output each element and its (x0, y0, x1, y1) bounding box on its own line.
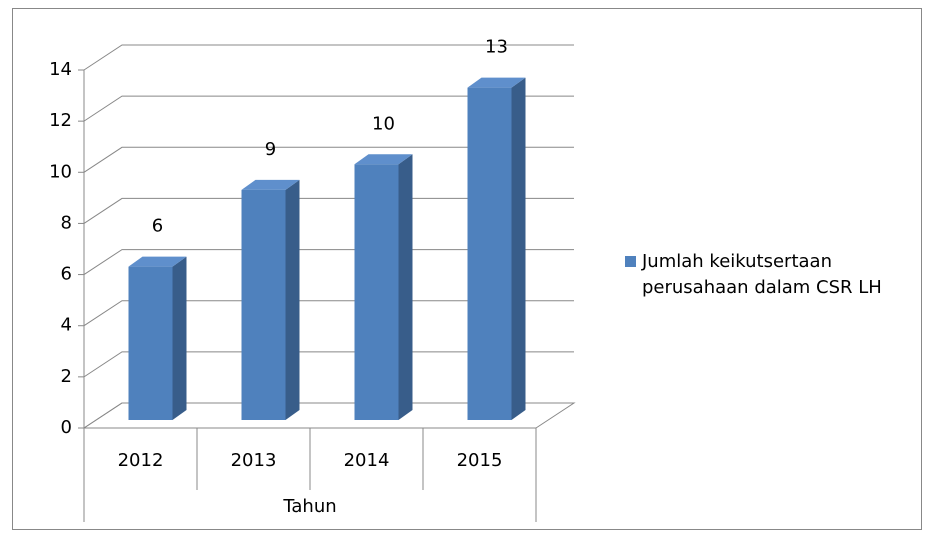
x-tick-label: 2013 (231, 450, 277, 471)
grid-line (83, 146, 574, 173)
x-tick-label: 2014 (344, 450, 390, 471)
bar-face (354, 154, 413, 165)
data-label: 6 (152, 216, 163, 237)
grid-line (83, 351, 574, 378)
bar-face (285, 179, 300, 420)
data-label: 9 (265, 139, 276, 160)
grid-line (83, 402, 574, 429)
y-tick-label: 4 (61, 315, 72, 336)
data-label: 10 (372, 113, 395, 134)
bar-face (354, 164, 399, 420)
bar (241, 179, 300, 420)
bar-face (128, 256, 187, 267)
grid-line (83, 44, 574, 71)
grid-line (83, 197, 574, 224)
bar (467, 77, 526, 421)
bar-face (467, 77, 526, 88)
y-tick-label: 14 (49, 59, 72, 80)
grid-line (83, 95, 574, 122)
bar (354, 154, 413, 421)
x-tick-label: 2015 (457, 450, 503, 471)
legend-label: Jumlah keikutsertaan perusahaan dalam CS… (642, 251, 882, 298)
y-tick-label: 12 (49, 110, 72, 131)
bar-face (172, 256, 187, 420)
data-label: 13 (485, 37, 508, 58)
x-axis-title: Tahun (282, 496, 336, 517)
bar-face (467, 87, 512, 421)
bar (128, 256, 187, 420)
bar-face (398, 154, 413, 421)
chart-border (12, 8, 922, 530)
x-tick-label: 2012 (118, 450, 164, 471)
y-tick-label: 10 (49, 161, 72, 182)
bar-face (241, 179, 300, 190)
grid-line (83, 300, 574, 327)
y-tick-label: 0 (61, 417, 72, 438)
bar-face (128, 266, 173, 420)
y-tick-label: 8 (61, 212, 72, 233)
grid-line (83, 249, 574, 275)
y-tick-label: 6 (61, 264, 72, 285)
legend-swatch (625, 256, 636, 267)
y-tick-label: 2 (61, 366, 72, 387)
bar-face (511, 77, 526, 421)
bar-face (241, 189, 286, 420)
